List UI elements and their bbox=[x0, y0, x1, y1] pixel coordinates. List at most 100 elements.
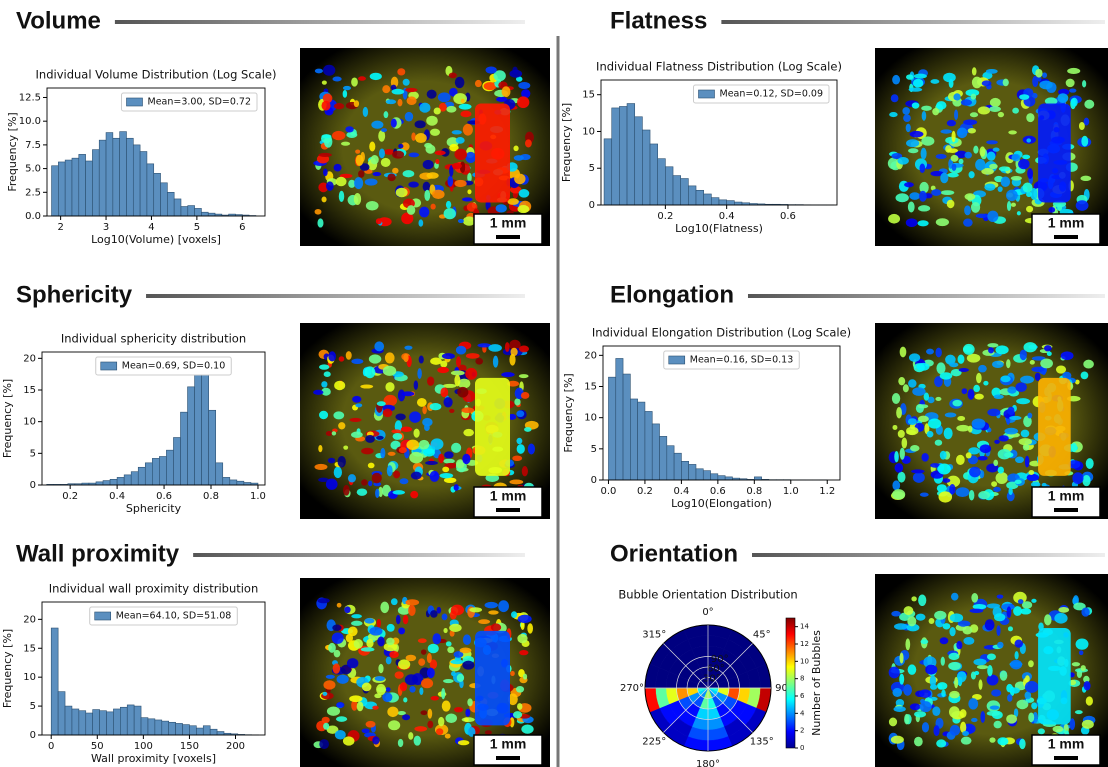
x-tick-label: 0.2 bbox=[657, 211, 673, 222]
render-blob bbox=[914, 736, 923, 747]
legend-box bbox=[693, 84, 830, 104]
render-blob bbox=[323, 135, 333, 148]
bar bbox=[194, 363, 202, 486]
render-blob bbox=[350, 620, 363, 626]
render-blob bbox=[1032, 711, 1038, 724]
render-blob bbox=[1060, 351, 1074, 361]
render-blob bbox=[332, 76, 342, 82]
x-tick-label: 0.6 bbox=[780, 211, 796, 222]
render-blob bbox=[1010, 202, 1016, 207]
colorbar-tick-label: 10 bbox=[800, 657, 809, 665]
render-blob bbox=[405, 87, 418, 93]
render-blob bbox=[948, 661, 961, 671]
render-blob bbox=[979, 146, 986, 157]
render-blob bbox=[443, 208, 456, 220]
render-blob bbox=[461, 407, 475, 414]
chart-title: Individual Volume Distribution (Log Scal… bbox=[36, 68, 277, 82]
render-blob bbox=[368, 354, 382, 364]
render-blob bbox=[968, 698, 979, 710]
x-tick-label: 0.6 bbox=[156, 491, 172, 502]
render-blob bbox=[374, 341, 385, 352]
render-blob bbox=[370, 154, 379, 165]
scale-bar-box bbox=[473, 486, 543, 518]
render-blob bbox=[976, 372, 982, 384]
render-blob bbox=[1083, 117, 1090, 126]
render-blob bbox=[338, 356, 345, 362]
render-blob bbox=[384, 352, 395, 364]
render-blob bbox=[1031, 366, 1045, 373]
render-blob bbox=[394, 671, 404, 679]
render-blob bbox=[387, 173, 396, 182]
render-blob bbox=[457, 218, 464, 224]
render-blob bbox=[434, 150, 446, 156]
render-blob bbox=[994, 439, 1000, 444]
render-blob bbox=[894, 463, 904, 473]
theta-tick-label: 315° bbox=[642, 629, 666, 640]
render-blob bbox=[425, 144, 436, 154]
render-blob bbox=[1015, 456, 1025, 464]
render-blob bbox=[317, 598, 330, 604]
render-blob bbox=[323, 722, 330, 730]
render-blob bbox=[951, 130, 956, 143]
render-blob bbox=[420, 649, 427, 655]
bar bbox=[688, 185, 697, 206]
render-blob bbox=[342, 89, 348, 98]
render-blob bbox=[921, 453, 929, 462]
render-blob bbox=[416, 397, 427, 407]
render-blob bbox=[1081, 719, 1094, 729]
render-blob bbox=[469, 607, 483, 613]
render-blob bbox=[449, 408, 455, 413]
render-blob bbox=[406, 439, 420, 451]
render-blob bbox=[459, 647, 472, 654]
render-blob bbox=[435, 728, 444, 736]
render-blob bbox=[911, 102, 920, 109]
render-blob bbox=[360, 647, 375, 652]
bar bbox=[630, 398, 638, 481]
render-blob bbox=[897, 156, 909, 165]
render-blob bbox=[1000, 375, 1011, 383]
render-blob bbox=[1010, 659, 1023, 670]
render-blob bbox=[507, 380, 520, 387]
x-axis-label: Log10(Flatness) bbox=[675, 222, 763, 235]
bar bbox=[680, 178, 689, 206]
render-blob bbox=[429, 470, 440, 482]
x-tick-label: 0.2 bbox=[62, 491, 78, 502]
render-blob bbox=[993, 486, 1001, 492]
render-blob bbox=[909, 353, 921, 362]
bar bbox=[665, 166, 674, 206]
render-blob bbox=[509, 339, 521, 351]
render-blob bbox=[1007, 694, 1013, 702]
render-blob bbox=[1029, 360, 1035, 365]
render-blob bbox=[998, 166, 1011, 172]
render-blob bbox=[347, 626, 358, 637]
render-blob bbox=[1048, 207, 1056, 213]
render-blob bbox=[395, 413, 406, 421]
render-blob bbox=[1058, 606, 1070, 613]
colorbar-tick-label: 6 bbox=[800, 692, 805, 700]
render-blob bbox=[971, 593, 979, 603]
render-blob bbox=[940, 129, 953, 134]
render-blob bbox=[454, 76, 465, 89]
render-blob bbox=[517, 614, 532, 624]
render-blob bbox=[338, 190, 345, 203]
render-blob bbox=[940, 172, 949, 184]
render-blob bbox=[936, 682, 948, 690]
bar bbox=[154, 719, 163, 736]
render-blob bbox=[326, 706, 341, 716]
render-blob bbox=[971, 67, 977, 76]
render-blob bbox=[403, 353, 409, 363]
render-blob bbox=[345, 351, 352, 360]
render-blob bbox=[321, 381, 328, 388]
render-blob bbox=[424, 189, 431, 201]
bar bbox=[187, 386, 195, 486]
render-blob bbox=[438, 453, 445, 464]
render-blob bbox=[376, 435, 384, 440]
render-blob bbox=[365, 435, 375, 443]
render-blob bbox=[507, 198, 519, 205]
render-blob bbox=[455, 136, 465, 144]
render-blob bbox=[1082, 474, 1091, 487]
bar bbox=[672, 175, 681, 206]
bar bbox=[196, 727, 204, 736]
render-blob bbox=[427, 376, 435, 386]
render-blob bbox=[333, 163, 342, 172]
